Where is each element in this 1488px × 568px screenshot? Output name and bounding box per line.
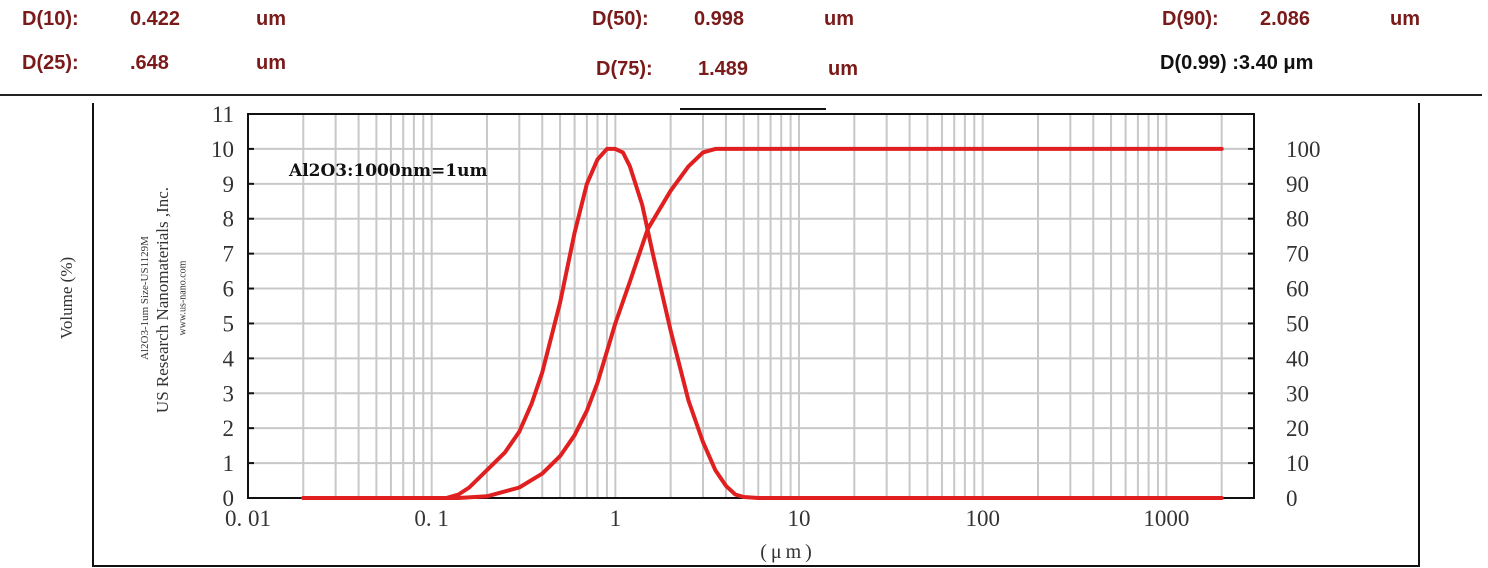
y-right-tick-label: 40 xyxy=(1286,346,1309,371)
d99-text: D(0.99) :3.40 μm xyxy=(1160,52,1314,74)
y-left-tick-label: 6 xyxy=(223,277,235,302)
y-right-tick-label: 80 xyxy=(1286,207,1309,232)
y-right-tick-label: 60 xyxy=(1286,277,1309,302)
y-left-tick-label: 4 xyxy=(223,346,235,371)
d10-unit: um xyxy=(256,8,286,30)
d50-label: D(50): xyxy=(592,8,649,30)
y-right-tick-label: 30 xyxy=(1286,381,1309,406)
d90-value: 2.086 xyxy=(1260,8,1311,30)
header-divider xyxy=(0,94,1482,96)
y-right-tick-label: 100 xyxy=(1286,137,1321,162)
chart-frame xyxy=(92,103,1420,567)
y-left-tick-label: 11 xyxy=(212,102,234,127)
y-right-tick-label: 20 xyxy=(1286,416,1309,441)
d50-unit: um xyxy=(824,8,854,30)
x-tick-label: 0. 01 xyxy=(225,506,271,531)
x-tick-label: 10 xyxy=(788,506,811,531)
frame-top-mark xyxy=(680,108,826,110)
d10-label: D(10): xyxy=(22,8,79,30)
y-right-tick-label: 50 xyxy=(1286,311,1309,336)
y-left-tick-label: 7 xyxy=(223,242,235,267)
y-right-tick-label: 10 xyxy=(1286,451,1309,476)
y-left-tick-label: 5 xyxy=(223,311,235,336)
y-left-tick-label: 1 xyxy=(223,451,235,476)
x-tick-label: 100 xyxy=(965,506,1000,531)
x-tick-label: 0. 1 xyxy=(414,506,449,531)
d50-value: 0.998 xyxy=(694,8,745,30)
d75-unit: um xyxy=(828,58,858,80)
frequency-curve xyxy=(301,146,1224,500)
y-left-tick-label: 3 xyxy=(223,381,235,406)
d90-label: D(90): xyxy=(1162,8,1219,30)
chart-annotation: Al2O3:1000nm=1um xyxy=(288,161,487,181)
x-tick-label: 1 xyxy=(610,506,622,531)
d25-unit: um xyxy=(256,52,286,74)
d75-value: 1.489 xyxy=(698,58,749,80)
d25-value: .648 xyxy=(130,52,169,74)
d25-label: D(25): xyxy=(22,52,79,74)
y-left-tick-label: 0 xyxy=(223,486,235,511)
y-right-tick-label: 90 xyxy=(1286,172,1309,197)
x-tick-label: 1000 xyxy=(1143,506,1189,531)
y-left-tick-label: 2 xyxy=(223,416,235,441)
d90-unit: um xyxy=(1390,8,1420,30)
y-left-tick-label: 9 xyxy=(223,172,235,197)
y-right-tick-label: 70 xyxy=(1286,242,1309,267)
y-left-tick-label: 10 xyxy=(211,137,234,162)
cumulative-curve xyxy=(301,146,1224,500)
y-left-tick-label: 8 xyxy=(223,207,235,232)
d10-value: 0.422 xyxy=(130,8,181,30)
y-right-tick-label: 0 xyxy=(1286,486,1298,511)
d75-label: D(75): xyxy=(596,58,653,80)
x-axis-label: (μm) xyxy=(760,541,816,563)
